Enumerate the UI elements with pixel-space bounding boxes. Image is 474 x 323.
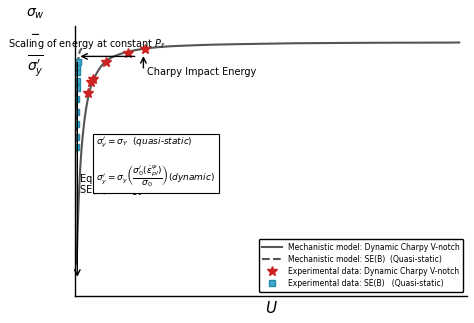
Text: Charpy Impact Energy: Charpy Impact Energy <box>147 67 256 77</box>
Text: $\overline{\sigma_y^{\prime}}$: $\overline{\sigma_y^{\prime}}$ <box>27 53 44 78</box>
Experimental data: SE(B)   (Quasi-static): (0.036, 0.78): SE(B) (Quasi-static): (0.036, 0.78) <box>73 110 79 114</box>
Experimental data: Dynamic Charpy V-notch: (1.8, 0.978): Dynamic Charpy V-notch: (1.8, 0.978) <box>143 47 148 51</box>
Mechanistic model: Dynamic Charpy V-notch: (3.23, 0.991): Dynamic Charpy V-notch: (3.23, 0.991) <box>199 43 204 47</box>
Mechanistic model: SE(B)  (Quasi-static): (0.18, 0.981): SE(B) (Quasi-static): (0.18, 0.981) <box>79 46 85 50</box>
Mechanistic model: Dynamic Charpy V-notch: (9.8, 0.999): Dynamic Charpy V-notch: (9.8, 0.999) <box>456 40 462 44</box>
Experimental data: SE(B)   (Quasi-static): (0.05, 0.878): SE(B) (Quasi-static): (0.05, 0.878) <box>74 79 80 83</box>
Mechanistic model: SE(B)  (Quasi-static): (0.0296, 0.717): SE(B) (Quasi-static): (0.0296, 0.717) <box>73 130 79 134</box>
Mechanistic model: SE(B)  (Quasi-static): (0.166, 0.978): SE(B) (Quasi-static): (0.166, 0.978) <box>78 47 84 51</box>
Line: Mechanistic model: Dynamic Charpy V-notch: Mechanistic model: Dynamic Charpy V-notc… <box>77 42 459 264</box>
Experimental data: SE(B)   (Quasi-static): (0.058, 0.905): SE(B) (Quasi-static): (0.058, 0.905) <box>74 70 80 74</box>
Text: Equivalent
SE(B) energy: Equivalent SE(B) energy <box>80 174 144 195</box>
Mechanistic model: Dynamic Charpy V-notch: (1.22, 0.965): Dynamic Charpy V-notch: (1.22, 0.965) <box>120 51 126 55</box>
Mechanistic model: Dynamic Charpy V-notch: (7.14, 0.998): Dynamic Charpy V-notch: (7.14, 0.998) <box>352 41 357 45</box>
Mechanistic model: SE(B)  (Quasi-static): (0.0626, 0.888): SE(B) (Quasi-static): (0.0626, 0.888) <box>74 76 80 80</box>
Line: Experimental data: SE(B)   (Quasi-static): Experimental data: SE(B) (Quasi-static) <box>73 59 81 150</box>
Line: Experimental data: Dynamic Charpy V-notch: Experimental data: Dynamic Charpy V-notc… <box>83 44 150 98</box>
Experimental data: SE(B)   (Quasi-static): (0.075, 0.938): SE(B) (Quasi-static): (0.075, 0.938) <box>75 60 81 64</box>
Experimental data: Dynamic Charpy V-notch: (0.8, 0.936): Dynamic Charpy V-notch: (0.8, 0.936) <box>103 60 109 64</box>
Mechanistic model: Dynamic Charpy V-notch: (0.05, 0.3): Dynamic Charpy V-notch: (0.05, 0.3) <box>74 262 80 266</box>
Mechanistic model: Dynamic Charpy V-notch: (7.09, 0.998): Dynamic Charpy V-notch: (7.09, 0.998) <box>350 41 356 45</box>
Text: $\sigma_y' = \sigma_Y\ \ (quasi\text{-}static)$

$\sigma_y' = \sigma_y \left(\df: $\sigma_y' = \sigma_Y\ \ (quasi\text{-}s… <box>96 136 215 189</box>
Experimental data: SE(B)   (Quasi-static): (0.028, 0.7): SE(B) (Quasi-static): (0.028, 0.7) <box>73 135 79 139</box>
Mechanistic model: SE(B)  (Quasi-static): (0.0264, 0.694): SE(B) (Quasi-static): (0.0264, 0.694) <box>73 137 79 141</box>
X-axis label: U: U <box>265 301 276 316</box>
Mechanistic model: SE(B)  (Quasi-static): (0.0497, 0.839): SE(B) (Quasi-static): (0.0497, 0.839) <box>74 91 80 95</box>
Experimental data: SE(B)   (Quasi-static): (0.025, 0.67): SE(B) (Quasi-static): (0.025, 0.67) <box>73 145 79 149</box>
Experimental data: Dynamic Charpy V-notch: (0.47, 0.885): Dynamic Charpy V-notch: (0.47, 0.885) <box>91 77 96 80</box>
Mechanistic model: Dynamic Charpy V-notch: (6.18, 0.997): Dynamic Charpy V-notch: (6.18, 0.997) <box>314 41 320 45</box>
Text: $\sigma_w$: $\sigma_w$ <box>26 6 45 21</box>
Legend: Mechanistic model: Dynamic Charpy V-notch, Mechanistic model: SE(B)  (Quasi-stat: Mechanistic model: Dynamic Charpy V-notc… <box>259 239 463 292</box>
Experimental data: Dynamic Charpy V-notch: (1.35, 0.967): Dynamic Charpy V-notch: (1.35, 0.967) <box>125 51 130 55</box>
Experimental data: Dynamic Charpy V-notch: (0.42, 0.875): Dynamic Charpy V-notch: (0.42, 0.875) <box>88 80 94 84</box>
Experimental data: SE(B)   (Quasi-static): (0.04, 0.82): SE(B) (Quasi-static): (0.04, 0.82) <box>73 97 79 101</box>
Experimental data: SE(B)   (Quasi-static): (0.032, 0.74): SE(B) (Quasi-static): (0.032, 0.74) <box>73 122 79 126</box>
Experimental data: Dynamic Charpy V-notch: (0.35, 0.84): Dynamic Charpy V-notch: (0.35, 0.84) <box>86 91 91 95</box>
Experimental data: SE(B)   (Quasi-static): (0.065, 0.922): SE(B) (Quasi-static): (0.065, 0.922) <box>74 65 80 69</box>
Experimental data: SE(B)   (Quasi-static): (0.045, 0.855): SE(B) (Quasi-static): (0.045, 0.855) <box>73 86 79 90</box>
Mechanistic model: Dynamic Charpy V-notch: (3.91, 0.993): Dynamic Charpy V-notch: (3.91, 0.993) <box>225 42 231 46</box>
Line: Mechanistic model: SE(B)  (Quasi-static): Mechanistic model: SE(B) (Quasi-static) <box>75 48 82 153</box>
Text: Scaling of energy at constant $P_f$: Scaling of energy at constant $P_f$ <box>8 37 165 51</box>
Mechanistic model: SE(B)  (Quasi-static): (0.02, 0.65): SE(B) (Quasi-static): (0.02, 0.65) <box>73 151 78 155</box>
Mechanistic model: SE(B)  (Quasi-static): (0.172, 0.979): SE(B) (Quasi-static): (0.172, 0.979) <box>79 47 84 51</box>
